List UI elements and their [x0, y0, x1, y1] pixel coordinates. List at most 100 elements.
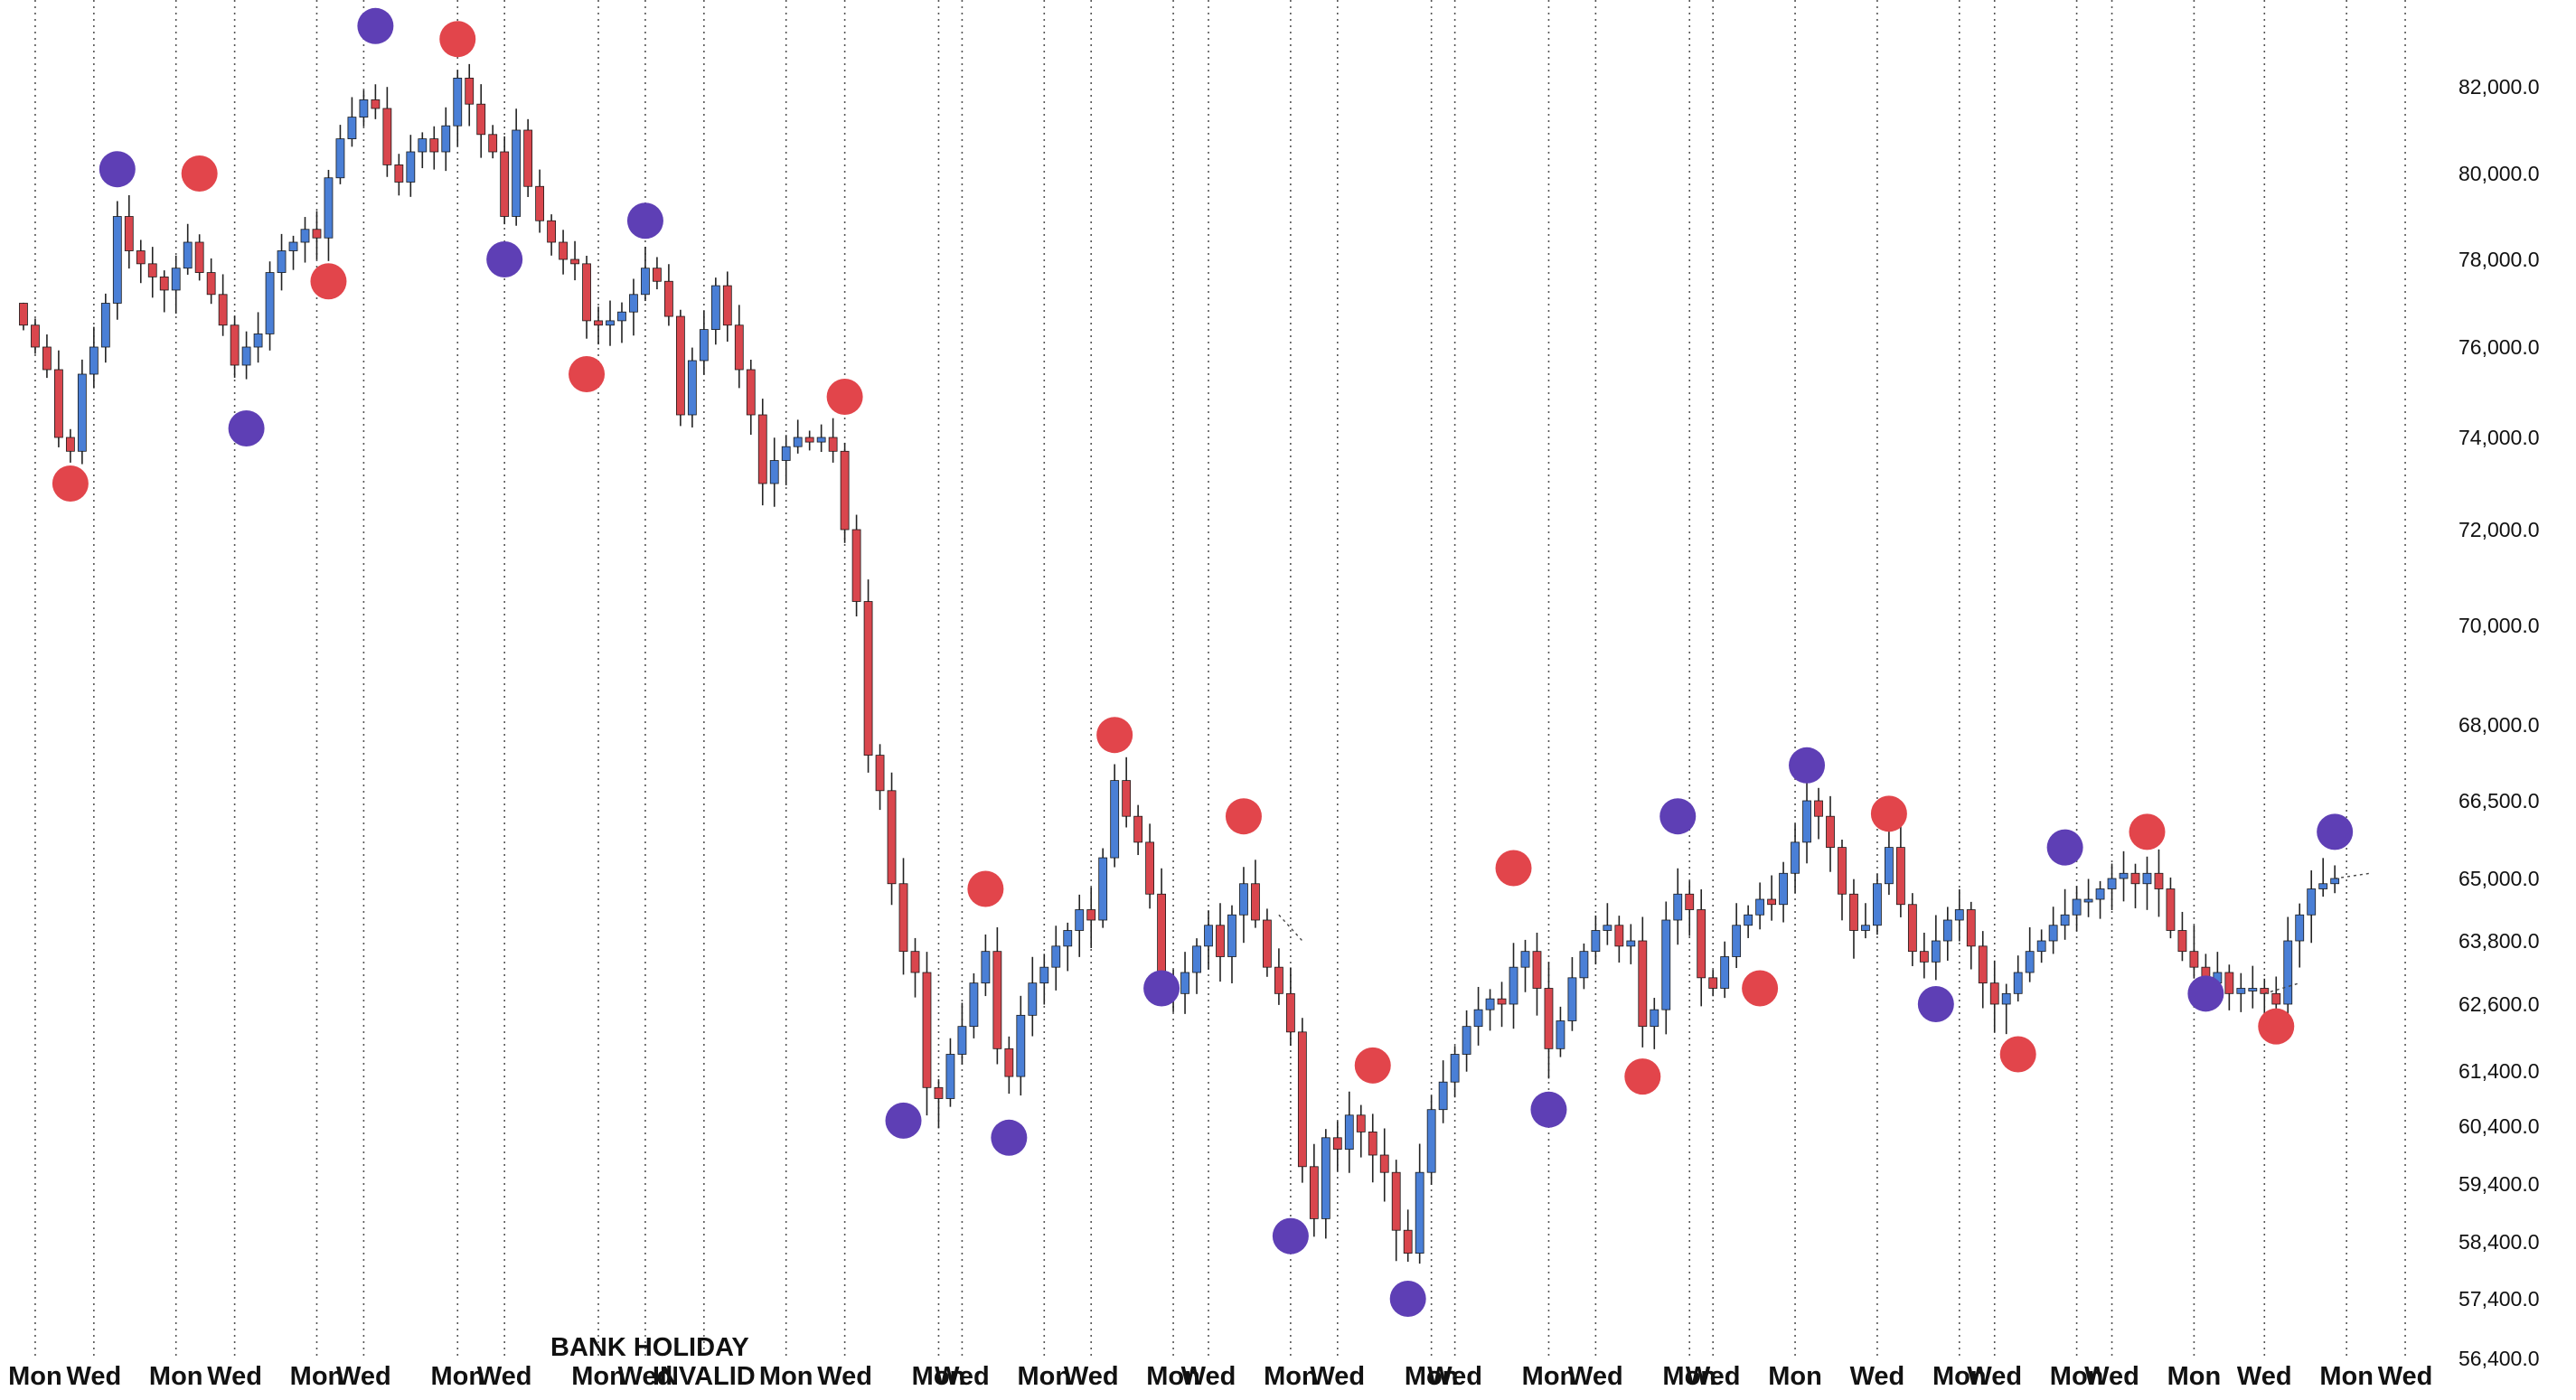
candle	[2224, 964, 2234, 1010]
candle-body	[1285, 992, 1295, 1033]
candle-body	[147, 263, 157, 277]
candle	[441, 107, 451, 172]
candle	[324, 169, 334, 261]
candle	[512, 108, 522, 226]
candle	[1075, 894, 1085, 957]
x-tick-label: Wed	[336, 1362, 391, 1391]
candle-body	[2001, 992, 2011, 1005]
candle	[582, 255, 591, 339]
x-tick-label: Mon	[759, 1362, 813, 1391]
x-tick-label: Wed	[817, 1362, 872, 1391]
candle-body	[769, 460, 779, 484]
candle	[1603, 903, 1612, 945]
candle	[194, 234, 204, 281]
vertical-grid-lines	[34, 0, 2406, 1356]
candle-body	[347, 117, 357, 140]
candle-body	[488, 134, 498, 153]
candle-body	[945, 1054, 955, 1099]
candle-body	[500, 151, 510, 217]
candle-body	[2130, 872, 2140, 885]
candle	[347, 97, 357, 147]
candle	[1755, 882, 1765, 930]
candle	[1239, 867, 1248, 944]
y-tick-label: 59,400.0	[2458, 1172, 2540, 1196]
candle	[2142, 856, 2152, 910]
x-tick-label: Mon	[1405, 1362, 1459, 1391]
candles	[19, 63, 2371, 1264]
candle	[1028, 956, 1038, 1037]
candle	[2107, 863, 2117, 910]
candle	[1145, 823, 1155, 909]
swing-high-marker	[1870, 795, 1907, 832]
candle-body	[112, 216, 122, 304]
candle-body	[1885, 847, 1894, 885]
candle-body	[629, 294, 638, 313]
swing-high-marker	[310, 263, 347, 300]
candle-body	[136, 250, 146, 265]
candle-body	[1544, 988, 1554, 1049]
candle-body	[1098, 857, 1108, 921]
x-tick-label: Wed	[1310, 1362, 1365, 1391]
x-tick-label: Wed	[477, 1362, 532, 1391]
y-tick-label: 66,500.0	[2458, 789, 2540, 813]
candle	[992, 926, 1002, 1065]
candle	[124, 194, 134, 269]
candle	[1673, 868, 1683, 945]
candle	[42, 334, 52, 379]
candle	[89, 326, 99, 389]
candle-body	[65, 437, 75, 452]
swing-high-marker	[1225, 798, 1262, 835]
candle-body	[922, 972, 932, 1088]
candle	[523, 118, 533, 197]
candle	[1063, 922, 1073, 972]
candle	[1931, 915, 1941, 981]
candle-body	[757, 414, 767, 484]
candle-body	[1485, 998, 1495, 1010]
candle-body	[206, 272, 216, 296]
candle-body	[1708, 977, 1718, 989]
candle	[1098, 848, 1108, 928]
candle-body	[653, 268, 662, 282]
swing-low-marker	[228, 410, 265, 446]
candle-body	[288, 241, 298, 251]
candle-body	[2318, 883, 2328, 889]
candle-body	[1216, 925, 1225, 957]
candle-body	[1942, 919, 1952, 942]
candle-body	[1556, 1020, 1565, 1049]
candle-body	[992, 951, 1002, 1049]
candle-body	[31, 324, 40, 348]
candle	[828, 418, 838, 463]
candle-body	[1309, 1166, 1319, 1219]
candle	[898, 858, 908, 975]
candle-body	[2330, 878, 2340, 885]
candle-body	[2083, 898, 2093, 903]
candle	[1192, 938, 1201, 994]
candle	[2295, 903, 2305, 968]
candle	[641, 246, 650, 302]
candle-body	[1732, 925, 1742, 957]
candle	[1485, 989, 1495, 1031]
candle	[2036, 929, 2046, 963]
candle	[699, 310, 709, 375]
candle-body	[1462, 1026, 1471, 1055]
candle	[1767, 875, 1776, 921]
candle	[1779, 861, 1788, 923]
y-tick-label: 72,000.0	[2458, 518, 2540, 541]
candle-body	[1122, 780, 1132, 817]
candle	[2154, 849, 2164, 917]
x-tick-label: Mon	[912, 1362, 966, 1391]
candle	[1415, 1143, 1424, 1264]
candle	[1567, 956, 1577, 1031]
candle-body	[124, 216, 134, 251]
candle-body	[1133, 815, 1143, 843]
candle	[488, 125, 498, 159]
y-tick-label: 58,400.0	[2458, 1230, 2540, 1254]
candle-body	[19, 303, 28, 326]
x-tick-label: Wed	[2378, 1362, 2433, 1391]
candle-body	[675, 315, 685, 416]
candle	[1122, 756, 1132, 828]
candle-body	[570, 258, 579, 265]
candle-body	[1473, 1009, 1483, 1028]
candle-body	[371, 99, 381, 109]
candle-body	[1063, 930, 1073, 947]
